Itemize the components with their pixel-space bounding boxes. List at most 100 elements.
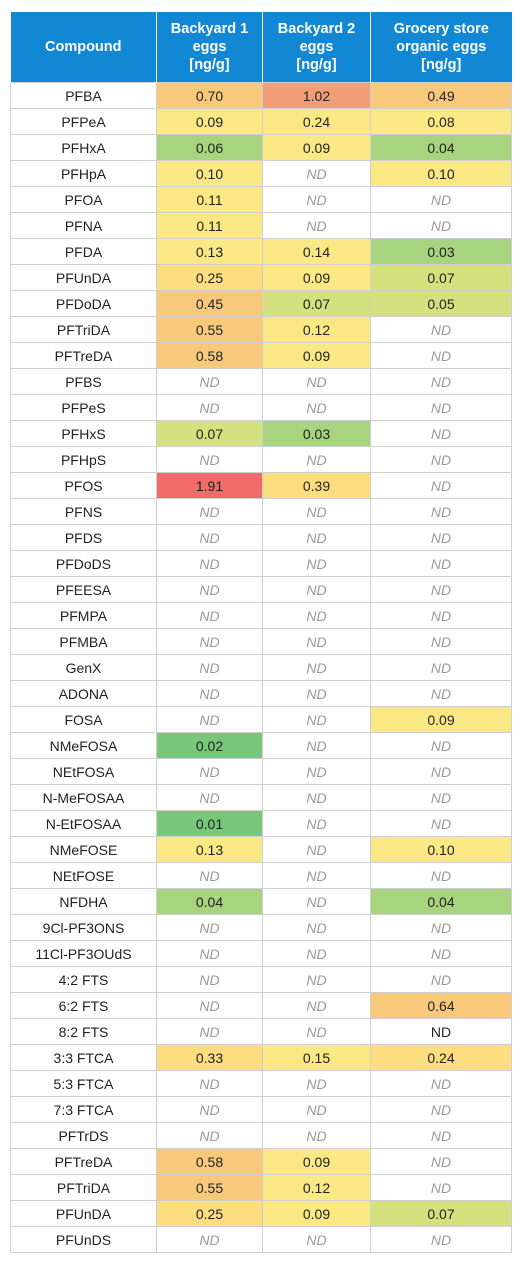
header-row: Compound Backyard 1 eggs [ng/g] Backyard 2 eg… (10, 12, 512, 83)
value-cell-grocery-store: 0.04 (370, 134, 512, 161)
value-cell-grocery-store: ND (370, 446, 512, 473)
value-cell-backyard-2: ND (262, 680, 371, 707)
compound-name: PFOS (10, 472, 157, 499)
value-cell-grocery-store: ND (370, 186, 512, 213)
compound-name: PFNA (10, 212, 157, 239)
compound-name: ADONA (10, 680, 157, 707)
value-cell-backyard-1: ND (156, 602, 263, 629)
value-cell-backyard-2: 0.03 (262, 420, 371, 447)
value-cell-backyard-2: 0.09 (262, 134, 371, 161)
header-line: organic eggs (396, 39, 487, 55)
value-cell-backyard-2: ND (262, 212, 371, 239)
value-cell-backyard-1: 0.04 (156, 888, 263, 915)
table-row: 6:2 FTS ND ND 0.64 (10, 992, 512, 1019)
value-cell-backyard-1: 1.91 (156, 472, 263, 499)
compound-name: FOSA (10, 706, 157, 733)
table-header: Compound Backyard 1 eggs [ng/g] Backyard 2 eg… (10, 12, 512, 83)
value-cell-grocery-store: ND (370, 810, 512, 837)
compound-name: NMeFOSE (10, 836, 157, 863)
value-cell-grocery-store: ND (370, 316, 512, 343)
value-cell-grocery-store: ND (370, 654, 512, 681)
value-cell-backyard-1: 0.09 (156, 108, 263, 135)
table-row: PFDoDS ND ND ND (10, 550, 512, 577)
value-cell-backyard-2: ND (262, 654, 371, 681)
value-cell-grocery-store: ND (370, 472, 512, 499)
value-cell-grocery-store: ND (370, 212, 512, 239)
header-line: eggs (299, 39, 334, 55)
value-cell-backyard-1: 0.02 (156, 732, 263, 759)
compound-name: NMeFOSA (10, 732, 157, 759)
header-compound: Compound (10, 12, 157, 83)
header-line: eggs (192, 39, 227, 55)
value-cell-grocery-store: ND (370, 368, 512, 395)
table-row: 3:3 FTCA 0.33 0.15 0.24 (10, 1044, 512, 1071)
value-cell-grocery-store: 0.05 (370, 290, 512, 317)
table-row: NEtFOSE ND ND ND (10, 862, 512, 889)
table-row: PFTreDA 0.58 0.09 ND (10, 342, 512, 369)
value-cell-backyard-1: ND (156, 940, 263, 967)
value-cell-grocery-store: ND (370, 576, 512, 603)
value-cell-backyard-2: ND (262, 966, 371, 993)
compound-name: PFMBA (10, 628, 157, 655)
value-cell-grocery-store: ND (370, 758, 512, 785)
compound-name: PFHpS (10, 446, 157, 473)
compound-name: PFNS (10, 498, 157, 525)
header-line: Backyard 1 (170, 21, 249, 37)
compound-name: NEtFOSA (10, 758, 157, 785)
value-cell-backyard-2: ND (262, 810, 371, 837)
value-cell-backyard-1: ND (156, 966, 263, 993)
table-row: PFNA 0.11 ND ND (10, 212, 512, 239)
value-cell-backyard-2: 0.12 (262, 1174, 371, 1201)
value-cell-backyard-1: 0.55 (156, 1174, 263, 1201)
value-cell-backyard-2: ND (262, 186, 371, 213)
compound-name: PFPeA (10, 108, 157, 135)
table-row: N-EtFOSAA 0.01 ND ND (10, 810, 512, 837)
table-row: NFDHA 0.04 ND 0.04 (10, 888, 512, 915)
compound-name: PFDS (10, 524, 157, 551)
value-cell-backyard-1: ND (156, 784, 263, 811)
compound-name: PFTrDS (10, 1122, 157, 1149)
table-row: PFNS ND ND ND (10, 498, 512, 525)
value-cell-backyard-1: 0.25 (156, 1200, 263, 1227)
value-cell-backyard-1: 0.58 (156, 1148, 263, 1175)
value-cell-backyard-2: ND (262, 394, 371, 421)
value-cell-backyard-1: ND (156, 706, 263, 733)
value-cell-grocery-store: ND (370, 1226, 512, 1253)
compound-name: PFTreDA (10, 342, 157, 369)
value-cell-backyard-2: 0.39 (262, 472, 371, 499)
value-cell-backyard-1: ND (156, 550, 263, 577)
value-cell-backyard-2: 0.24 (262, 108, 371, 135)
value-cell-backyard-1: ND (156, 524, 263, 551)
compound-name: PFUnDS (10, 1226, 157, 1253)
value-cell-backyard-1: ND (156, 576, 263, 603)
value-cell-grocery-store: ND (370, 784, 512, 811)
value-cell-grocery-store: ND (370, 1148, 512, 1175)
value-cell-backyard-2: ND (262, 862, 371, 889)
value-cell-backyard-2: 0.09 (262, 1148, 371, 1175)
compound-name: 7:3 FTCA (10, 1096, 157, 1123)
value-cell-backyard-1: 0.01 (156, 810, 263, 837)
value-cell-backyard-2: ND (262, 576, 371, 603)
table-row: PFTreDA 0.58 0.09 ND (10, 1148, 512, 1175)
table-row: PFUnDA 0.25 0.09 0.07 (10, 1200, 512, 1227)
compound-name: 4:2 FTS (10, 966, 157, 993)
value-cell-grocery-store: ND (370, 420, 512, 447)
table-row: PFUnDS ND ND ND (10, 1226, 512, 1253)
compound-name: PFBS (10, 368, 157, 395)
table-row: PFPeS ND ND ND (10, 394, 512, 421)
table-row: PFMBA ND ND ND (10, 628, 512, 655)
table-row: PFBA 0.70 1.02 0.49 (10, 82, 512, 109)
compound-name: PFHxS (10, 420, 157, 447)
value-cell-backyard-2: 0.09 (262, 342, 371, 369)
value-cell-grocery-store: ND (370, 628, 512, 655)
compound-name: NEtFOSE (10, 862, 157, 889)
value-cell-backyard-1: 0.13 (156, 836, 263, 863)
header-line: Grocery store (393, 21, 489, 37)
table-row: PFMPA ND ND ND (10, 602, 512, 629)
value-cell-backyard-1: ND (156, 498, 263, 525)
table-row: PFDS ND ND ND (10, 524, 512, 551)
value-cell-backyard-2: ND (262, 628, 371, 655)
table-row: ADONA ND ND ND (10, 680, 512, 707)
value-cell-backyard-1: 0.10 (156, 160, 263, 187)
value-cell-backyard-2: ND (262, 732, 371, 759)
